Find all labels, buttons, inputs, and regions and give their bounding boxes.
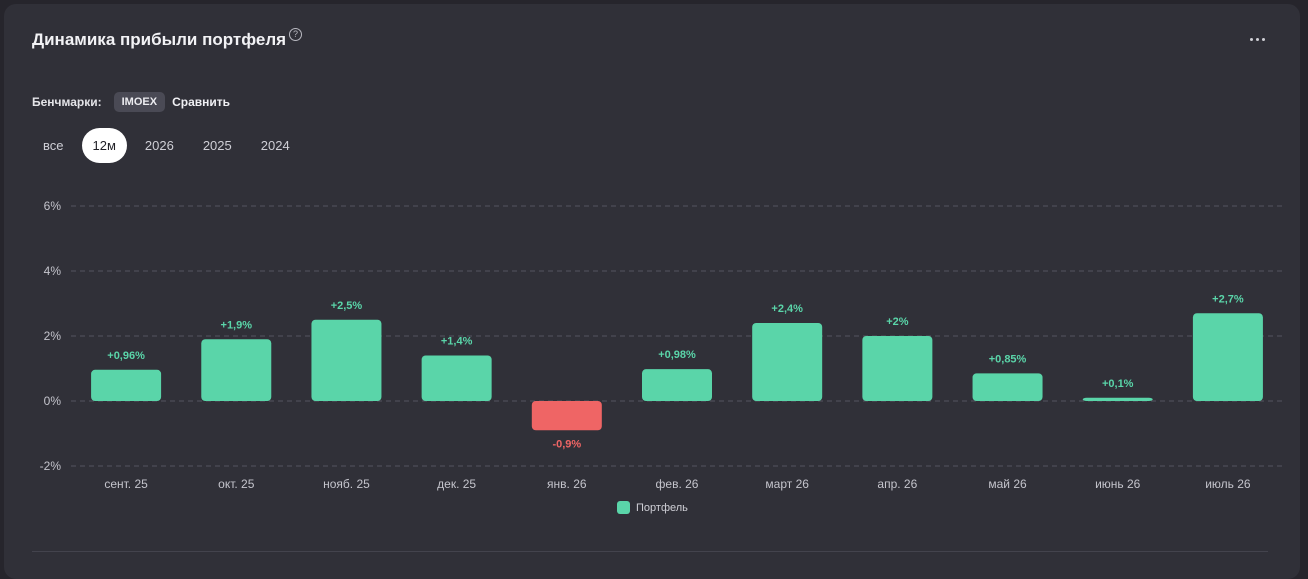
bar [752, 323, 823, 401]
period-tab-2026[interactable]: 2026 [144, 138, 174, 153]
data-label: +2% [886, 316, 909, 328]
bar [311, 319, 382, 401]
x-tick-label: фев. 26 [656, 477, 699, 491]
bar [972, 373, 1043, 401]
data-label: +0,98% [658, 349, 696, 361]
benchmark-chip-imoex[interactable]: IMOEX [113, 92, 166, 112]
bar [201, 339, 272, 401]
period-selector: все 12м 2026 2025 2024 [32, 128, 308, 163]
x-tick-label: июль 26 [1205, 477, 1251, 491]
data-label: +2,5% [331, 300, 363, 312]
data-label: +2,4% [771, 303, 803, 315]
y-tick-label: 2% [44, 329, 62, 343]
y-tick-label: 4% [44, 264, 62, 278]
bar [91, 369, 162, 401]
bar [642, 369, 712, 401]
benchmarks-row: Бенчмарки: IMOEX Сравнить [32, 91, 230, 113]
data-label: +0,96% [107, 350, 145, 362]
card-divider [32, 551, 1268, 552]
bar [862, 336, 933, 401]
period-tab-all[interactable]: все [43, 138, 64, 153]
bar [1192, 313, 1263, 401]
x-tick-label: дек. 25 [437, 477, 476, 491]
legend-swatch [617, 501, 630, 514]
chart-title-text: Динамика прибыли портфеля [32, 30, 287, 49]
period-tab-12m[interactable]: 12м [81, 128, 127, 163]
legend-label: Портфель [636, 501, 688, 514]
more-dots-icon[interactable] [1246, 30, 1268, 48]
y-tick-label: 0% [44, 394, 62, 408]
data-label: +1,4% [441, 336, 473, 348]
period-tab-2024[interactable]: 2024 [260, 138, 290, 153]
data-label: -0,9% [552, 438, 581, 450]
chart-title: Динамика прибыли портфеля ? [32, 28, 303, 50]
x-tick-label: июнь 26 [1095, 477, 1141, 491]
x-tick-label: апр. 26 [877, 477, 917, 491]
data-label: +0,1% [1102, 378, 1134, 390]
bar [1082, 397, 1153, 401]
y-tick-label: -2% [40, 459, 62, 473]
data-label: +2,7% [1212, 293, 1244, 305]
period-tab-2025[interactable]: 2025 [202, 138, 232, 153]
data-label: +0,85% [989, 353, 1027, 365]
x-tick-label: окт. 25 [218, 477, 255, 491]
benchmarks-label: Бенчмарки: [32, 95, 102, 109]
x-tick-label: янв. 26 [547, 477, 587, 491]
more-dot [1249, 37, 1253, 41]
more-dot [1261, 37, 1265, 41]
bar [421, 355, 492, 401]
x-tick-label: май 26 [988, 477, 1027, 491]
chart-legend[interactable]: Портфель [617, 501, 688, 514]
bar [531, 401, 602, 431]
compare-button[interactable]: Сравнить [172, 95, 231, 109]
x-tick-label: нояб. 25 [323, 477, 370, 491]
help-icon[interactable]: ? [289, 28, 303, 41]
more-dot [1255, 37, 1259, 41]
y-tick-label: 6% [44, 199, 62, 213]
x-tick-label: март 26 [765, 477, 809, 491]
x-tick-label: сент. 25 [104, 477, 148, 491]
data-label: +1,9% [221, 319, 253, 331]
chart-card [4, 4, 1300, 579]
